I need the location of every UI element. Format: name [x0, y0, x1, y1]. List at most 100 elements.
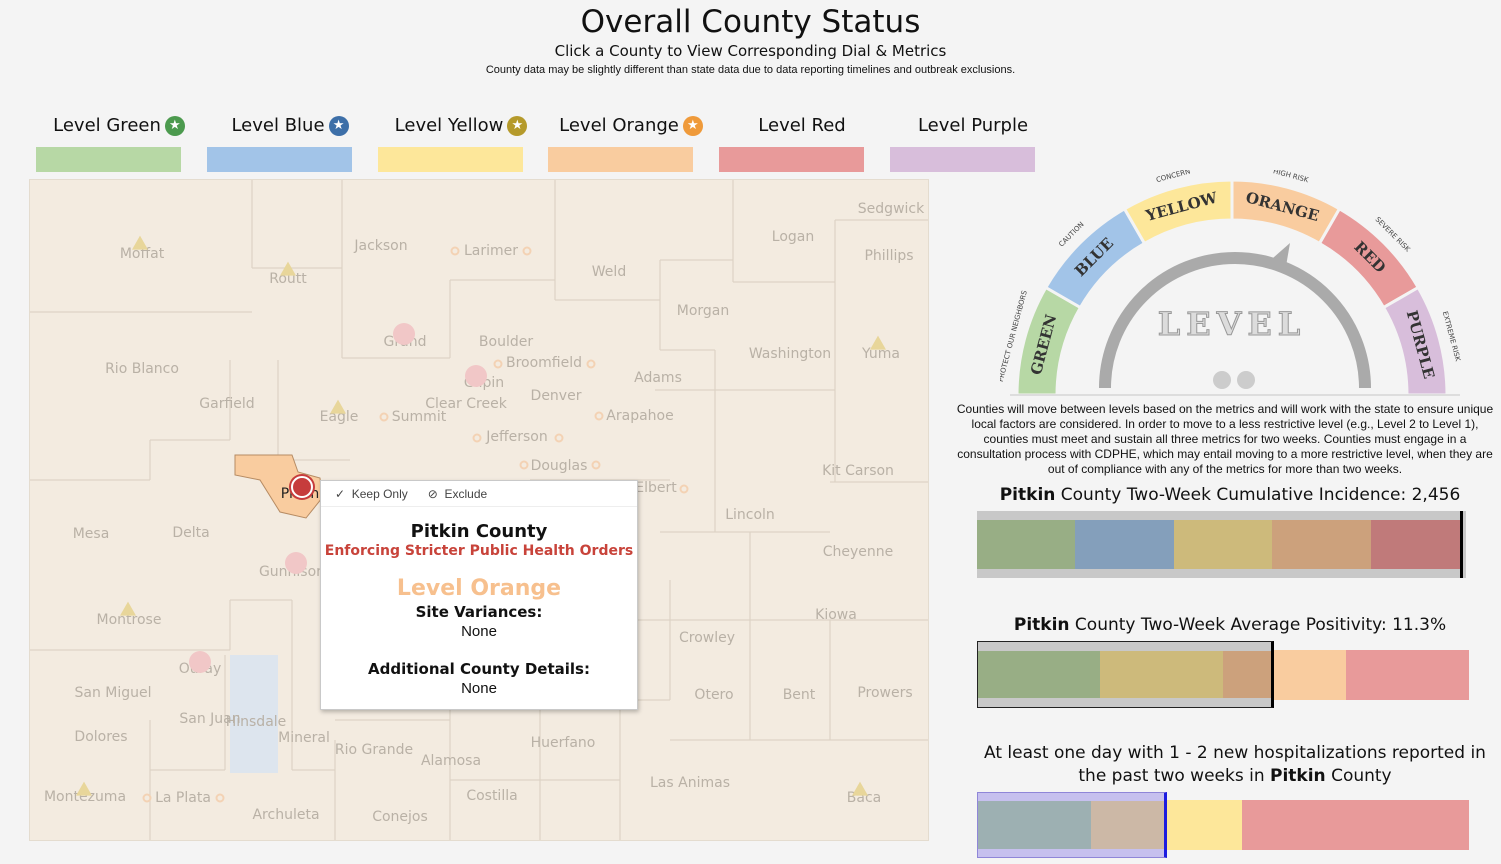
county-label-rio-grande[interactable]: Rio Grande	[334, 742, 414, 758]
level-legend-swatch[interactable]	[719, 147, 864, 172]
hospital-marker	[977, 792, 1167, 858]
seal-logo-icon	[1237, 371, 1255, 389]
county-label-summit[interactable]: Summit	[391, 409, 447, 425]
page-title: Overall County Status	[580, 4, 921, 40]
level-legend-swatch[interactable]	[890, 147, 1035, 172]
county-label-san-juan[interactable]: San Juan	[179, 711, 241, 727]
county-label-adams[interactable]: Adams	[634, 370, 682, 386]
county-label-kit-carson[interactable]: Kit Carson	[822, 463, 894, 479]
county-label-broomfield[interactable]: Broomfield	[505, 355, 583, 371]
county-label-archuleta[interactable]: Archuleta	[252, 807, 320, 823]
county-label-conejos[interactable]: Conejos	[372, 809, 428, 825]
county-label-rio-blanco[interactable]: Rio Blanco	[105, 361, 179, 377]
level-legend-label[interactable]: Level Purple	[917, 115, 1029, 136]
level-legend-label[interactable]: Level Blue ★	[205, 115, 375, 136]
stop-hand-icon	[285, 552, 307, 574]
county-label-mineral[interactable]: Mineral	[278, 730, 330, 746]
stop-hand-icon	[393, 323, 415, 345]
county-label-huerfano[interactable]: Huerfano	[530, 735, 596, 751]
keep-only-button[interactable]: ✓ Keep Only	[335, 486, 408, 501]
county-label-las-animas[interactable]: Las Animas	[650, 775, 730, 791]
county-label-weld[interactable]: Weld	[591, 264, 627, 280]
star-marker-icon	[554, 433, 564, 443]
county-label-otero[interactable]: Otero	[694, 687, 734, 703]
county-label-montrose[interactable]: Montrose	[96, 612, 162, 628]
county-label-costilla[interactable]: Costilla	[466, 788, 518, 804]
county-label-moffat[interactable]: Moffat	[119, 246, 165, 262]
level-legend-label[interactable]: Level Green ★	[34, 115, 204, 136]
county-label-logan[interactable]: Logan	[771, 229, 815, 245]
county-label-boulder[interactable]: Boulder	[478, 334, 534, 350]
level-legend-swatch[interactable]	[548, 147, 693, 172]
county-label-alamosa[interactable]: Alamosa	[420, 753, 482, 769]
star-marker-icon	[450, 246, 460, 256]
county-label-dolores[interactable]: Dolores	[74, 729, 128, 745]
county-label-denver[interactable]: Denver	[530, 388, 582, 404]
page-subtitle: Click a County to View Corresponding Dia…	[554, 42, 947, 60]
county-label-jackson[interactable]: Jackson	[354, 238, 408, 254]
exclude-button[interactable]: ⊘ Exclude	[427, 486, 488, 501]
tooltip-county-name: Pitkin County	[410, 521, 548, 542]
county-label-washington[interactable]: Washington	[748, 346, 832, 362]
county-label-yuma[interactable]: Yuma	[861, 346, 901, 362]
star-marker-icon	[586, 359, 596, 369]
county-label-la-plata[interactable]: La Plata	[155, 790, 211, 806]
dial-needle	[1265, 243, 1290, 272]
hospital-title: At least one day with 1 - 2 new hospital…	[984, 743, 1486, 786]
level-legend-swatch[interactable]	[207, 147, 352, 172]
warning-icon	[132, 235, 148, 250]
stop-hand-icon	[465, 365, 487, 387]
dial-center-word: LEVEL	[1158, 305, 1307, 343]
county-label-arapahoe[interactable]: Arapahoe	[606, 408, 674, 424]
incidence-title: Pitkin County Two-Week Cumulative Incide…	[999, 485, 1461, 505]
tooltip-level: Level Orange	[396, 576, 562, 601]
county-label-phillips[interactable]: Phillips	[864, 248, 914, 264]
positivity-bar[interactable]	[977, 650, 1469, 700]
level-legend-label[interactable]: Level Red	[758, 115, 846, 136]
warning-icon	[76, 781, 92, 796]
incidence-bar[interactable]	[977, 511, 1466, 578]
county-label-bent[interactable]: Bent	[782, 687, 816, 703]
star-marker-icon	[679, 484, 689, 494]
county-label-kiowa[interactable]: Kiowa	[815, 607, 857, 623]
county-label-douglas[interactable]: Douglas	[530, 458, 588, 474]
level-legend-swatch[interactable]	[36, 147, 181, 172]
warning-icon	[120, 601, 136, 616]
hospital-bar[interactable]	[977, 800, 1469, 850]
county-label-larimer[interactable]: Larimer	[463, 243, 519, 259]
county-label-san-miguel[interactable]: San Miguel	[74, 685, 152, 701]
stop-hand-icon	[189, 651, 211, 673]
county-label-clear-creek[interactable]: Clear Creek	[425, 396, 507, 412]
county-label-montezuma[interactable]: Montezuma	[43, 789, 127, 805]
tooltip-details-value: None	[461, 680, 497, 697]
county-borders	[30, 180, 928, 840]
county-label-morgan[interactable]: Morgan	[676, 303, 730, 319]
star-marker-icon	[379, 412, 389, 422]
warning-icon	[280, 261, 296, 276]
dial-segment-sublabel: HIGH RISK	[1272, 170, 1309, 184]
county-label-cheyenne[interactable]: Cheyenne	[822, 544, 894, 560]
county-label-lincoln[interactable]: Lincoln	[725, 507, 775, 523]
level-legend-swatch[interactable]	[378, 147, 523, 172]
county-label-mesa[interactable]: Mesa	[72, 526, 110, 542]
county-label-hinsdale[interactable]: Hinsdale	[225, 714, 287, 730]
colorado-logo-icon	[1213, 371, 1231, 389]
positivity-marker	[977, 641, 1274, 708]
county-label-crowley[interactable]: Crowley	[678, 630, 736, 646]
county-label-prowers[interactable]: Prowers	[857, 685, 913, 701]
county-label-garfield[interactable]: Garfield	[199, 396, 255, 412]
star-marker-icon	[519, 460, 529, 470]
county-label-routt[interactable]: Routt	[269, 271, 307, 287]
county-label-eagle[interactable]: Eagle	[319, 409, 359, 425]
county-label-delta[interactable]: Delta	[172, 525, 210, 541]
county-label-sedgwick[interactable]: Sedgwick	[857, 201, 925, 217]
county-label-elbert[interactable]: Elbert	[635, 480, 677, 496]
warning-icon	[870, 335, 886, 350]
star-icon: ★	[164, 115, 185, 136]
level-legend-label[interactable]: Level Orange ★	[546, 115, 716, 136]
county-label-jefferson[interactable]: Jefferson	[486, 429, 548, 445]
warning-icon	[852, 781, 868, 796]
positivity-title: Pitkin County Two-Week Average Positivit…	[1013, 615, 1447, 635]
level-legend-label[interactable]: Level Yellow ★	[376, 115, 546, 136]
